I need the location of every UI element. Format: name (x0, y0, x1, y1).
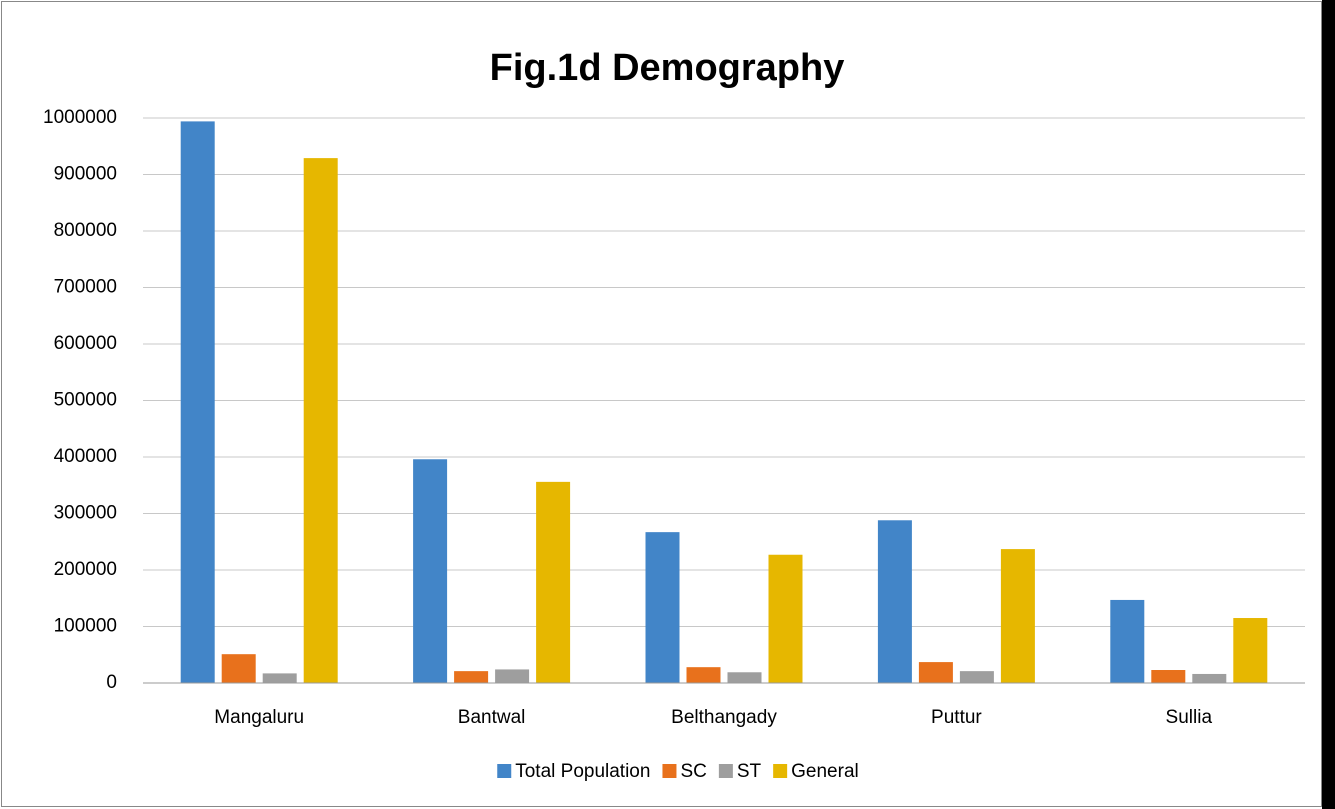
bar (1000, 549, 1035, 683)
y-tick-label: 900000 (54, 164, 117, 185)
chart-title: Fig.1d Demography (490, 47, 845, 89)
legend-swatch (662, 764, 677, 778)
x-tick-label: Bantwal (458, 707, 526, 728)
y-tick-label: 400000 (54, 446, 117, 467)
legend-label: ST (737, 761, 762, 782)
bar (221, 654, 256, 683)
bar (877, 520, 912, 683)
bar (686, 667, 721, 683)
bar (262, 673, 297, 683)
y-tick-label: 1000000 (43, 107, 117, 128)
y-tick-label: 500000 (54, 390, 117, 411)
bar (454, 671, 489, 683)
bar (918, 662, 953, 683)
x-tick-label: Mangaluru (214, 707, 304, 728)
y-tick-label: 600000 (54, 333, 117, 354)
y-tick-label: 0 (106, 672, 117, 693)
bar (536, 481, 571, 683)
y-tick-label: 200000 (54, 559, 117, 580)
bar (1110, 599, 1145, 683)
legend-swatch (497, 764, 512, 778)
bar (303, 158, 338, 684)
edge-bar (1322, 0, 1335, 809)
y-tick-label: 700000 (54, 277, 117, 298)
bar (959, 671, 994, 683)
legend-swatch (718, 764, 733, 778)
legend-swatch (773, 764, 788, 778)
x-tick-label: Belthangady (671, 707, 777, 728)
bar (495, 669, 530, 683)
legend-label: SC (680, 761, 706, 782)
bar (768, 554, 803, 683)
y-tick-label: 300000 (54, 503, 117, 524)
bar (1192, 673, 1227, 683)
x-tick-label: Sullia (1166, 707, 1213, 728)
y-tick-label: 800000 (54, 220, 117, 241)
bar (727, 672, 762, 683)
bar (645, 532, 680, 683)
legend-label: General (791, 761, 859, 782)
bar (1151, 670, 1186, 683)
bar (1233, 618, 1268, 683)
bar (180, 121, 215, 683)
bar (413, 459, 448, 683)
legend-label: Total Population (515, 761, 650, 782)
y-tick-label: 100000 (54, 616, 117, 637)
x-tick-label: Puttur (931, 707, 982, 728)
